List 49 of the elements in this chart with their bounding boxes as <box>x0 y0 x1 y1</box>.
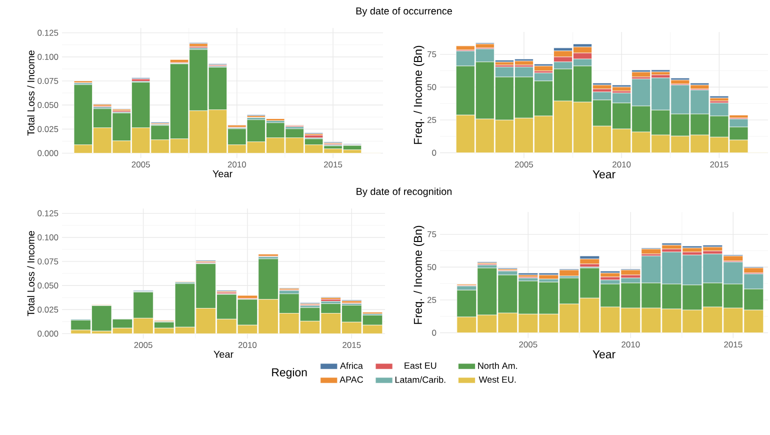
y-tick-label: 25 <box>427 296 436 303</box>
y-tick-label: 0 <box>432 150 436 156</box>
legend-label: Latam/Carib. <box>395 376 446 383</box>
x-axis-title: Year <box>212 170 232 178</box>
y-axis-title: Freq. / Income (Bn) <box>414 46 424 144</box>
x-tick-label: 2005 <box>134 342 152 348</box>
legend-title: Region <box>272 368 307 379</box>
y-tick-label: 25 <box>427 116 436 123</box>
y-tick-label: 50 <box>427 84 436 90</box>
y-tick-label: 0.100 <box>38 234 58 240</box>
y-tick-label: 0.050 <box>38 102 58 108</box>
x-axis-title: Year <box>214 350 234 358</box>
x-tick-label: 2010 <box>622 342 640 348</box>
y-tick-label: 0.075 <box>38 78 58 84</box>
y-axis-title: Total Loss / Income <box>27 231 34 316</box>
y-tick-label: 75 <box>428 51 436 58</box>
x-tick-label: 2005 <box>519 342 538 348</box>
x-axis-title: Year <box>592 170 616 178</box>
y-tick-label: 75 <box>428 231 436 238</box>
text: By date of occurrence <box>356 7 452 16</box>
x-tick-label: 2010 <box>228 162 246 168</box>
x-tick-label: 2005 <box>132 162 150 168</box>
x-tick-label: 2015 <box>324 162 342 168</box>
x-tick-label: 2015 <box>710 162 728 168</box>
y-tick-label: 0 <box>432 330 436 336</box>
legend-label: East EU <box>404 362 436 369</box>
y-tick-label: 0.125 <box>38 30 58 36</box>
x-tick-label: 2005 <box>514 162 534 168</box>
y-tick-label: 50 <box>427 264 436 270</box>
y-tick-label: 0.125 <box>38 210 58 216</box>
x-tick-label: 2015 <box>342 342 361 348</box>
legend-label: APAC <box>340 376 364 383</box>
x-axis-title: Year <box>592 350 616 358</box>
y-tick-label: 0.025 <box>38 126 58 132</box>
legend-label: West EU. <box>478 376 516 383</box>
y-axis-title: Freq. / Income (Bn) <box>414 226 424 324</box>
x-tick-label: 2015 <box>724 342 742 348</box>
y-tick-label: 0.075 <box>38 258 58 264</box>
y-tick-label: 0.000 <box>38 330 58 337</box>
y-axis-title: Total Loss / Income <box>27 50 34 136</box>
y-tick-label: 0.025 <box>38 306 58 313</box>
x-tick-label: 2010 <box>612 162 631 168</box>
legend-label: Africa <box>340 362 363 369</box>
y-tick-label: 0.000 <box>38 150 58 156</box>
legend-label: North Am. <box>478 362 517 369</box>
y-tick-label: 0.050 <box>38 282 58 289</box>
chart-title: By date of recognition <box>356 188 452 197</box>
x-tick-label: 2010 <box>238 342 257 348</box>
y-tick-label: 0.100 <box>38 54 58 60</box>
